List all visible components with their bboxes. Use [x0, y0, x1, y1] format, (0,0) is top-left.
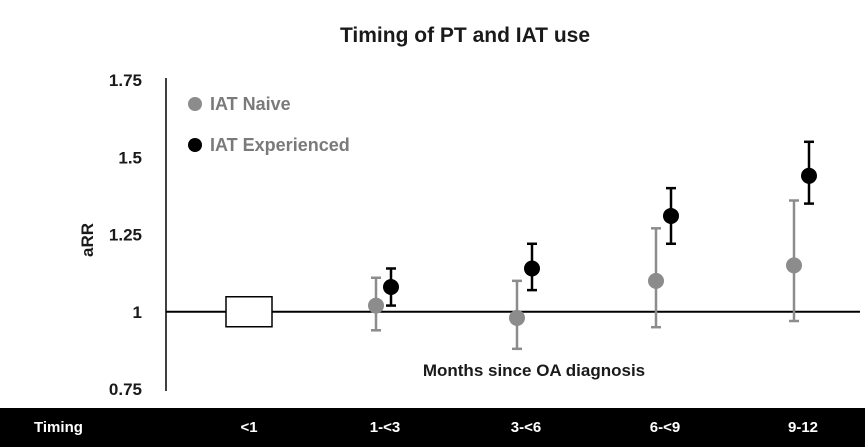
chart-title: Timing of PT and IAT use: [340, 24, 590, 47]
data-point: [524, 260, 540, 277]
data-point: [368, 297, 384, 314]
category-labels: <1 1-<3 3-<6 6-<9 9-12: [240, 419, 818, 436]
series-1: [383, 140, 817, 307]
series-0: [368, 199, 802, 351]
legend-label: IAT Experienced: [210, 135, 350, 155]
y-axis-label: aRR: [78, 223, 97, 257]
data-point: [663, 207, 679, 224]
data-point: [509, 309, 525, 326]
reference-category-box: [225, 296, 273, 328]
x-axis-label: Months since OA diagnosis: [423, 361, 645, 380]
y-tick-label: 1.75: [109, 71, 142, 90]
data-point: [648, 272, 664, 289]
category-label: <1: [240, 419, 257, 436]
category-label: 9-12: [788, 419, 818, 436]
y-tick-label: 1.5: [118, 148, 142, 167]
y-tick-label: 0.75: [109, 380, 142, 399]
category-band: [0, 408, 865, 447]
legend-label: IAT Naive: [210, 94, 291, 114]
y-tick-labels: 0.75 1 1.25 1.5 1.75: [109, 71, 142, 399]
data-point: [383, 279, 399, 296]
data-point: [801, 167, 817, 184]
data-point: [786, 257, 802, 274]
legend: IAT Naive IAT Experienced: [188, 94, 350, 155]
row-header-timing: Timing: [34, 419, 83, 436]
y-tick-label: 1: [133, 303, 142, 322]
legend-marker: [188, 97, 202, 111]
category-label: 6-<9: [650, 419, 680, 436]
legend-marker: [188, 138, 202, 152]
category-label: 3-<6: [511, 419, 541, 436]
data-marks: [368, 140, 817, 351]
category-label: 1-<3: [370, 419, 400, 436]
y-tick-label: 1.25: [109, 226, 142, 245]
